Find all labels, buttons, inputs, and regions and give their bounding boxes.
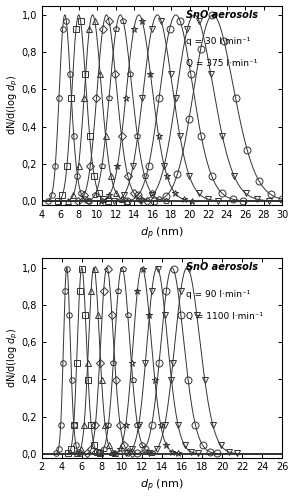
- X-axis label: $d_p$ (nm): $d_p$ (nm): [140, 478, 184, 494]
- X-axis label: $d_p$ (nm): $d_p$ (nm): [140, 226, 184, 242]
- Text: Q = 375 l·min⁻¹: Q = 375 l·min⁻¹: [186, 60, 258, 68]
- Text: q = 90 l·min⁻¹: q = 90 l·min⁻¹: [186, 290, 250, 299]
- Text: q = 30 l·min⁻¹: q = 30 l·min⁻¹: [186, 38, 250, 46]
- Y-axis label: dN/d(log $d_p$): dN/d(log $d_p$): [6, 75, 20, 136]
- Text: Q = 1100 l·min⁻¹: Q = 1100 l·min⁻¹: [186, 312, 263, 321]
- Y-axis label: dN/d(log $d_p$): dN/d(log $d_p$): [6, 328, 20, 388]
- Text: SnO aerosols: SnO aerosols: [186, 262, 258, 272]
- Text: SnO aerosols: SnO aerosols: [186, 10, 258, 20]
